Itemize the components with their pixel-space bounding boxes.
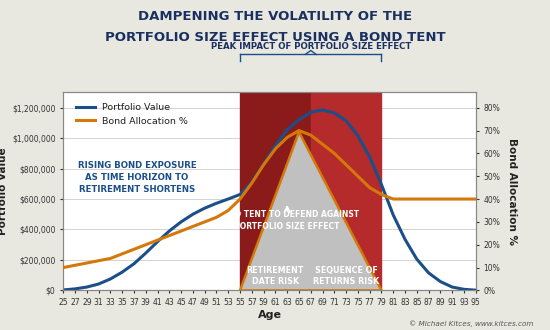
Polygon shape bbox=[240, 132, 382, 290]
Y-axis label: Portfolio Value: Portfolio Value bbox=[0, 148, 8, 235]
Text: PEAK IMPACT OF PORTFOLIO SIZE EFFECT: PEAK IMPACT OF PORTFOLIO SIZE EFFECT bbox=[211, 42, 411, 51]
Bar bbox=[240, 92, 311, 290]
Text: © Michael Kitces, www.kitces.com: © Michael Kitces, www.kitces.com bbox=[409, 320, 534, 327]
Text: BOND TENT TO DEFEND AGAINST
PORTFOLIO SIZE EFFECT: BOND TENT TO DEFEND AGAINST PORTFOLIO SI… bbox=[216, 210, 359, 231]
Y-axis label: Bond Allocation %: Bond Allocation % bbox=[507, 138, 517, 245]
Bar bbox=[311, 92, 382, 290]
Legend: Portfolio Value, Bond Allocation %: Portfolio Value, Bond Allocation % bbox=[72, 99, 192, 129]
Text: RISING BOND EXPOSURE
AS TIME HORIZON TO
RETIREMENT SHORTENS: RISING BOND EXPOSURE AS TIME HORIZON TO … bbox=[78, 161, 196, 194]
Text: SEQUENCE OF
RETURNS RISK: SEQUENCE OF RETURNS RISK bbox=[313, 266, 380, 286]
X-axis label: Age: Age bbox=[257, 310, 282, 320]
Text: RETIREMENT
DATE RISK: RETIREMENT DATE RISK bbox=[247, 266, 304, 286]
Text: DAMPENING THE VOLATILITY OF THE: DAMPENING THE VOLATILITY OF THE bbox=[138, 10, 412, 23]
Text: PORTFOLIO SIZE EFFECT USING A BOND TENT: PORTFOLIO SIZE EFFECT USING A BOND TENT bbox=[104, 31, 446, 44]
